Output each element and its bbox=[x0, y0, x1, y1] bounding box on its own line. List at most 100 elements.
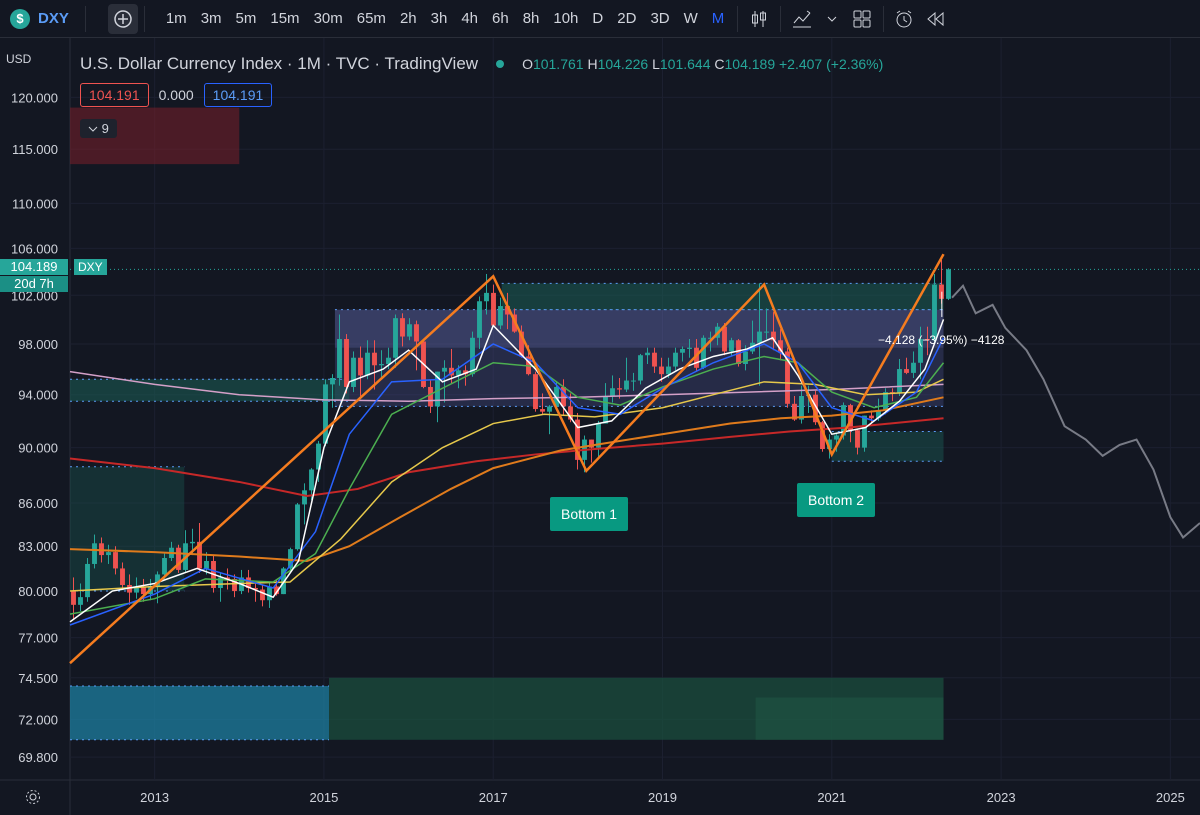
candle-body bbox=[883, 392, 888, 411]
y-tick-label: 86.000 bbox=[18, 496, 58, 511]
layout-grid-icon[interactable] bbox=[847, 4, 877, 34]
candle-body bbox=[631, 380, 636, 382]
bottom1-label[interactable]: Bottom 1 bbox=[550, 497, 629, 531]
interval-65m[interactable]: 65m bbox=[356, 10, 386, 27]
candle-body bbox=[351, 357, 356, 387]
candle-body bbox=[141, 586, 146, 595]
candle-body bbox=[491, 292, 496, 326]
candle-body bbox=[918, 339, 923, 363]
candle-body bbox=[708, 337, 713, 339]
candle-body bbox=[337, 339, 342, 378]
interval-2D[interactable]: 2D bbox=[617, 10, 637, 27]
replay-icon[interactable] bbox=[920, 4, 950, 34]
candle-body bbox=[302, 490, 307, 505]
o-label: O bbox=[522, 56, 533, 72]
candle-body bbox=[190, 541, 195, 544]
candle-body bbox=[218, 577, 223, 589]
y-tick-label: 106.000 bbox=[11, 241, 58, 256]
interval-10h[interactable]: 10h bbox=[553, 10, 579, 27]
interval-M[interactable]: M bbox=[711, 10, 725, 27]
interval-W[interactable]: W bbox=[683, 10, 698, 27]
c-label: C bbox=[714, 56, 725, 72]
toolbar-divider bbox=[143, 5, 145, 32]
interval-5m[interactable]: 5m bbox=[235, 10, 257, 27]
candle-body bbox=[757, 331, 762, 343]
candle-body bbox=[876, 410, 881, 419]
currency-label[interactable]: USD bbox=[6, 52, 32, 66]
y-tick-label: 110.000 bbox=[12, 196, 58, 211]
y-tick-label: 102.000 bbox=[11, 288, 58, 303]
candle-body bbox=[820, 422, 825, 450]
ema-green-line bbox=[69, 355, 945, 615]
price-chart[interactable]: 120.000 115.000 110.000 106.000 102.000 98.00… bbox=[0, 38, 1200, 815]
candle-body bbox=[785, 351, 790, 404]
indicator-value-1[interactable]: 104.191 bbox=[80, 83, 149, 107]
toolbar-divider bbox=[737, 5, 739, 32]
candle-body bbox=[393, 318, 398, 358]
interval-30m[interactable]: 30m bbox=[313, 10, 343, 27]
candle-body bbox=[288, 549, 293, 569]
dollar-icon: $ bbox=[10, 8, 30, 29]
alert-clock-icon[interactable] bbox=[890, 4, 920, 34]
bottom2-label[interactable]: Bottom 2 bbox=[797, 483, 876, 517]
plus-circle-icon bbox=[114, 9, 132, 28]
candle-body bbox=[484, 292, 489, 302]
candle-body bbox=[834, 435, 839, 440]
candle-body bbox=[435, 371, 440, 407]
indicators-icon[interactable] bbox=[787, 4, 817, 34]
candle-body bbox=[92, 543, 97, 564]
candle-body bbox=[666, 366, 671, 375]
candle-body bbox=[659, 366, 664, 375]
x-tick-label: 2023 bbox=[987, 790, 1016, 805]
candles-icon[interactable] bbox=[744, 4, 774, 34]
legend-title[interactable]: U.S. Dollar Currency Index · 1M · TVC · … bbox=[80, 54, 479, 73]
candle-body bbox=[729, 340, 734, 352]
interval-D[interactable]: D bbox=[592, 10, 604, 27]
interval-4h[interactable]: 4h bbox=[461, 10, 478, 27]
symbol-search[interactable]: $ DXY bbox=[0, 0, 79, 38]
candle-body bbox=[624, 380, 629, 390]
candle-body bbox=[225, 577, 230, 579]
candle-body bbox=[120, 568, 125, 585]
candle-body bbox=[127, 584, 132, 593]
last-price-tag: 104.189 bbox=[0, 259, 68, 275]
interval-6h[interactable]: 6h bbox=[492, 10, 509, 27]
y-tick-label: 115.000 bbox=[12, 142, 58, 157]
x-tick-label: 2019 bbox=[648, 790, 677, 805]
candle-body bbox=[561, 386, 566, 407]
chevron-down-icon[interactable] bbox=[817, 4, 847, 34]
ema-blue-line bbox=[69, 337, 945, 626]
indicators-collapse-button[interactable]: 9 bbox=[80, 119, 117, 138]
interval-2h[interactable]: 2h bbox=[399, 10, 417, 27]
y-tick-label: 98.000 bbox=[18, 337, 58, 352]
candle-body bbox=[99, 543, 104, 556]
measure-label: −4.128 (−3.95%) −4128 bbox=[878, 333, 1005, 347]
candle-body bbox=[407, 324, 412, 337]
candle-body bbox=[414, 324, 419, 342]
interval-8h[interactable]: 8h bbox=[522, 10, 540, 27]
candle-body bbox=[267, 586, 272, 601]
toolbar-divider bbox=[84, 5, 86, 32]
change-value: +2.407 (+2.36%) bbox=[779, 56, 884, 72]
interval-15m[interactable]: 15m bbox=[270, 10, 300, 27]
y-tick-label: 120.000 bbox=[11, 90, 58, 105]
candle-body bbox=[687, 347, 692, 349]
compare-add-button[interactable] bbox=[107, 3, 138, 34]
top-toolbar: $ DXY 1m 3m 5m 15m 30m 65m 2h 3h 4h 6h 8h 10h D 2D 3D W… bbox=[0, 0, 1200, 38]
candle-body bbox=[295, 504, 300, 550]
interval-3h[interactable]: 3h bbox=[430, 10, 448, 27]
x-tick-label: 2013 bbox=[140, 790, 169, 805]
candle-body bbox=[869, 415, 874, 419]
interval-1m[interactable]: 1m bbox=[165, 10, 187, 27]
candle-body bbox=[575, 419, 580, 460]
candle-body bbox=[470, 337, 475, 375]
candle-body bbox=[792, 403, 797, 420]
gear-icon[interactable] bbox=[24, 788, 42, 806]
interval-3D[interactable]: 3D bbox=[650, 10, 670, 27]
candle-body bbox=[848, 405, 853, 431]
candle-body bbox=[771, 331, 776, 341]
candle-body bbox=[610, 388, 615, 397]
interval-3m[interactable]: 3m bbox=[200, 10, 222, 27]
indicator-value-3[interactable]: 104.191 bbox=[203, 83, 273, 107]
ema-white-line bbox=[69, 319, 945, 623]
